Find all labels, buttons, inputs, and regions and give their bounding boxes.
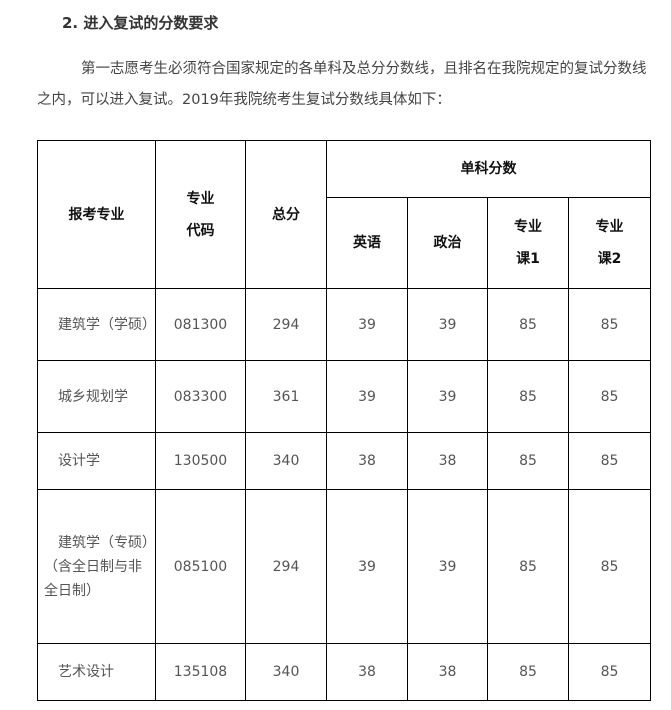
table-row: 设计学 130500 340 38 38 85 85: [37, 432, 651, 490]
cell-total: 294: [245, 288, 327, 361]
cell-english: 38: [326, 643, 408, 701]
cell-course1: 85: [487, 432, 569, 490]
cell-politics: 39: [407, 360, 488, 433]
cell-course2: 85: [568, 288, 651, 361]
cell-english: 39: [326, 360, 408, 433]
cell-total: 294: [245, 489, 327, 644]
header-english: 英语: [326, 197, 408, 289]
header-course1: 专业课1: [487, 197, 569, 289]
cell-course1: 85: [487, 360, 569, 433]
cell-course1: 85: [487, 643, 569, 701]
cell-english: 38: [326, 432, 408, 490]
cell-major: 设计学: [37, 432, 156, 490]
cell-major: 建筑学（专硕） （含全日制与非全日制）: [37, 489, 163, 644]
cell-english: 39: [326, 288, 408, 361]
cell-course2: 85: [568, 489, 651, 644]
cell-total: 361: [245, 360, 327, 433]
header-single-subject: 单科分数: [326, 140, 651, 198]
cell-major: 建筑学（学硕）: [37, 288, 156, 361]
header-code: 专业代码: [155, 140, 246, 289]
cell-code: 083300: [155, 360, 246, 433]
header-major: 报考专业: [37, 140, 156, 289]
table-row: 建筑学（学硕） 081300 294 39 39 85 85: [37, 288, 651, 361]
cell-course2: 85: [568, 432, 651, 490]
cell-code: 081300: [155, 288, 246, 361]
cell-course2: 85: [568, 360, 651, 433]
cell-politics: 38: [407, 432, 488, 490]
header-politics: 政治: [407, 197, 488, 289]
cell-code: 130500: [155, 432, 246, 490]
cell-english: 39: [326, 489, 408, 644]
cell-major: 城乡规划学: [37, 360, 156, 433]
cell-total: 340: [245, 432, 327, 490]
intro-paragraph: 第一志愿考生必须符合国家规定的各单科及总分分数线，且排名在我院规定的复试分数线之…: [37, 61, 647, 108]
cell-politics: 39: [407, 288, 488, 361]
cell-politics: 39: [407, 489, 488, 644]
cell-politics: 38: [407, 643, 488, 701]
table-row: 城乡规划学 083300 361 39 39 85 85: [37, 360, 651, 433]
header-total: 总分: [245, 140, 327, 289]
cell-course1: 85: [487, 489, 569, 644]
cell-major: 艺术设计: [37, 643, 156, 701]
cell-code: 085100: [155, 489, 246, 644]
table-row: 建筑学（专硕） （含全日制与非全日制） 085100 294 39 39 85 85: [37, 489, 651, 644]
cell-course2: 85: [568, 643, 651, 701]
cell-total: 340: [245, 643, 327, 701]
header-course2: 专业课2: [568, 197, 651, 289]
table-row: 艺术设计 135108 340 38 38 85 85: [37, 643, 651, 701]
score-table: 报考专业 专业代码 总分 单科分数 英语 政治 专业课1 专业课2 建筑学（学硕…: [37, 140, 651, 701]
cell-course1: 85: [487, 288, 569, 361]
section-heading: 2. 进入复试的分数要求: [62, 14, 219, 32]
cell-code: 135108: [155, 643, 246, 701]
